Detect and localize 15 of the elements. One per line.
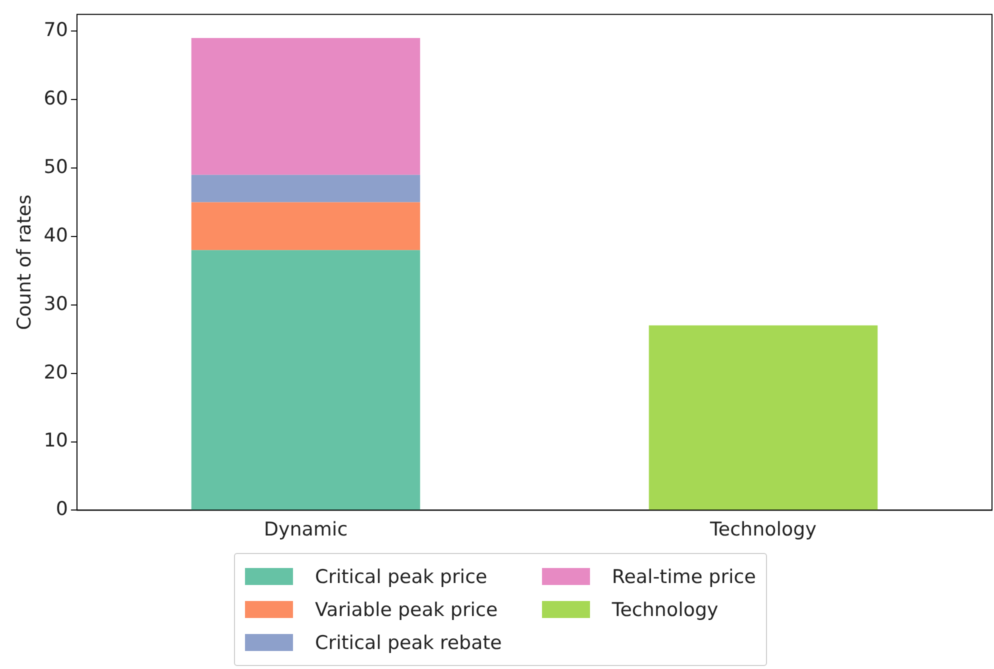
y-tick-label: 0 xyxy=(56,498,68,520)
legend-label: Critical peak price xyxy=(315,566,488,588)
y-tick-label: 30 xyxy=(44,292,68,315)
y-tick-label: 50 xyxy=(44,156,68,178)
y-tick-label: 20 xyxy=(44,361,68,384)
x-tick-label: Dynamic xyxy=(264,518,348,541)
legend-label: Technology xyxy=(612,598,718,620)
y-tick-label: 10 xyxy=(44,430,68,452)
legend-label: Real-time price xyxy=(612,566,756,588)
y-tick-label: 40 xyxy=(44,224,68,246)
y-axis-title: Count of rates xyxy=(13,194,36,330)
legend-label: Variable peak price xyxy=(315,598,498,620)
legend-label: Critical peak rebate xyxy=(315,632,502,654)
y-tick-label: 60 xyxy=(44,88,68,110)
y-tick-label: 70 xyxy=(44,19,68,42)
